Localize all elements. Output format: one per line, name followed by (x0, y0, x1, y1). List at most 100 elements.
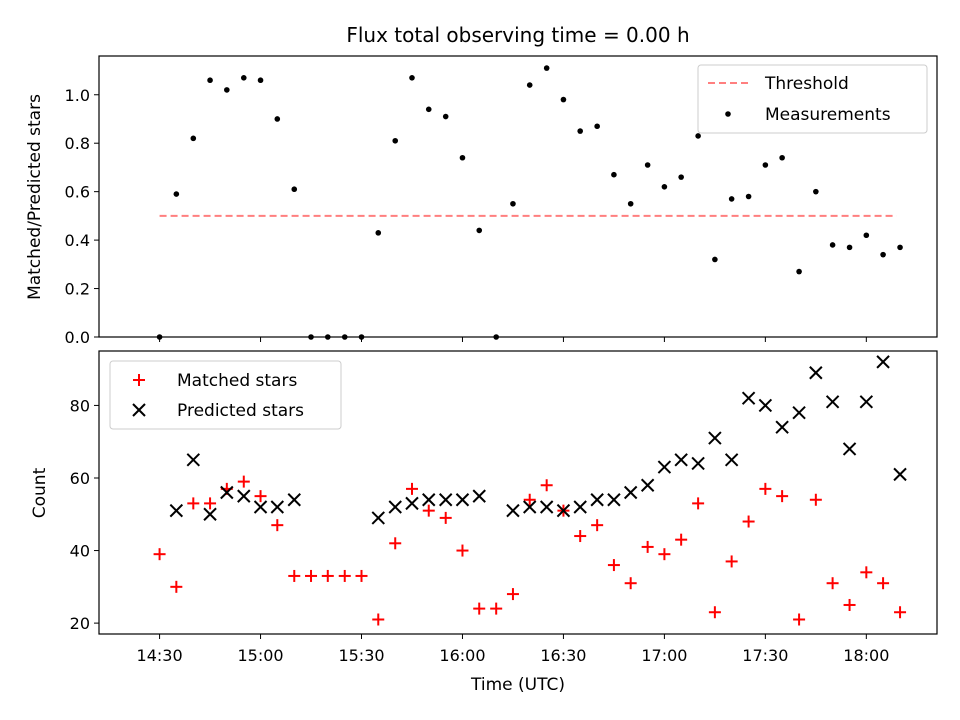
matched-star-point (675, 533, 688, 546)
bottom-y-tick-label: 20 (70, 614, 90, 633)
top-y-tick-label: 0.4 (65, 231, 90, 250)
matched-star-point (607, 559, 620, 572)
bottom-legend: Matched stars Predicted stars (109, 360, 342, 430)
matched-star-point (658, 548, 671, 561)
measurement-point (678, 174, 684, 180)
measurement-point (728, 196, 735, 202)
top-plot-frame (98, 55, 938, 338)
matched-star-point (860, 566, 873, 579)
measurement-point (257, 77, 264, 84)
matched-stars-points (153, 475, 907, 626)
measurement-point (543, 65, 550, 71)
matched-star-point (708, 606, 721, 619)
predicted-star-point (825, 395, 840, 409)
predicted-star-point (455, 493, 470, 507)
bottom-y-ticks: 20 40 60 80 (70, 396, 99, 633)
matched-star-point (187, 497, 200, 510)
matched-star-point (877, 577, 890, 590)
matched-star-point (523, 493, 536, 506)
legend-threshold-label: Threshold (764, 74, 849, 94)
matched-star-point (473, 602, 486, 615)
measurement-point (762, 162, 769, 168)
predicted-star-point (809, 366, 823, 380)
predicted-star-point (792, 405, 806, 420)
matched-star-point (506, 588, 519, 601)
measurement-point (510, 200, 516, 207)
measurement-point (375, 230, 382, 236)
matched-star-point (456, 544, 469, 557)
x-tick-label: 18:00 (843, 646, 889, 665)
measurements-points (156, 65, 903, 340)
predicted-star-point (893, 467, 907, 482)
matched-star-point (809, 493, 822, 506)
x-tick-label: 15:00 (237, 646, 283, 665)
measurement-point (476, 227, 483, 234)
matched-star-point (574, 530, 587, 543)
matched-star-point (624, 577, 637, 590)
matched-star-point (591, 519, 604, 532)
measurement-point (224, 87, 230, 93)
bottom-y-tick-label: 60 (70, 469, 90, 488)
predicted-star-point (523, 500, 537, 514)
top-y-ticks: 0.0 0.2 0.4 0.6 0.8 1.0 (65, 86, 99, 347)
predicted-star-point (674, 453, 688, 467)
legend-measurements-swatch (725, 111, 731, 117)
x-tick-label: 17:30 (742, 646, 788, 665)
predicted-star-point (640, 478, 655, 492)
matched-star-point (170, 580, 183, 593)
matched-star-point (894, 606, 907, 619)
predicted-star-point (203, 507, 217, 521)
matched-star-point (759, 482, 772, 495)
matched-star-point (254, 490, 267, 503)
predicted-star-point (691, 456, 705, 471)
predicted-star-point (842, 442, 857, 456)
bottom-y-tick-label: 80 (70, 396, 90, 415)
matched-star-point (288, 569, 301, 582)
measurement-point (846, 244, 853, 251)
predicted-star-point (573, 500, 587, 514)
matched-star-point (641, 540, 654, 553)
predicted-star-point (876, 355, 890, 369)
predicted-star-point (556, 503, 571, 518)
measurement-point (409, 75, 415, 81)
measurement-point (274, 116, 281, 122)
top-y-tick-label: 1.0 (65, 86, 90, 105)
matched-star-point (355, 569, 368, 582)
legend-measurements-label: Measurements (765, 105, 891, 125)
matched-star-point (389, 537, 402, 550)
measurement-point (459, 154, 466, 161)
x-axis-label: Time (UTC) (470, 675, 565, 695)
x-tick-label: 14:30 (137, 646, 183, 665)
predicted-star-point (758, 398, 773, 413)
measurement-point (745, 193, 752, 200)
measurement-point (173, 191, 180, 197)
top-legend: Threshold Measurements (697, 64, 928, 134)
matched-star-point (321, 569, 334, 582)
predicted-star-point (186, 453, 201, 467)
matched-star-point (793, 613, 806, 626)
matched-star-point (153, 548, 166, 561)
measurement-point (627, 200, 634, 207)
matched-star-point (271, 519, 284, 532)
predicted-star-point (607, 493, 621, 507)
predicted-star-point (506, 503, 520, 518)
measurement-point (526, 82, 533, 88)
measurement-point (695, 133, 701, 139)
measurement-point (341, 334, 348, 340)
measurement-point (577, 128, 583, 134)
bottom-legend-box (109, 360, 342, 430)
measurement-point (442, 113, 449, 120)
matched-star-point (439, 511, 452, 524)
predicted-star-point (237, 489, 251, 503)
matched-star-point (843, 598, 856, 611)
matched-star-point (742, 515, 755, 528)
predicted-star-point (539, 500, 554, 514)
bottom-plot-frame (98, 350, 938, 635)
matched-star-point (204, 497, 217, 510)
measurement-point (863, 232, 870, 239)
predicted-star-point (220, 485, 234, 500)
measurement-point (829, 242, 836, 248)
matched-star-point (692, 497, 705, 510)
measurement-point (594, 123, 600, 130)
